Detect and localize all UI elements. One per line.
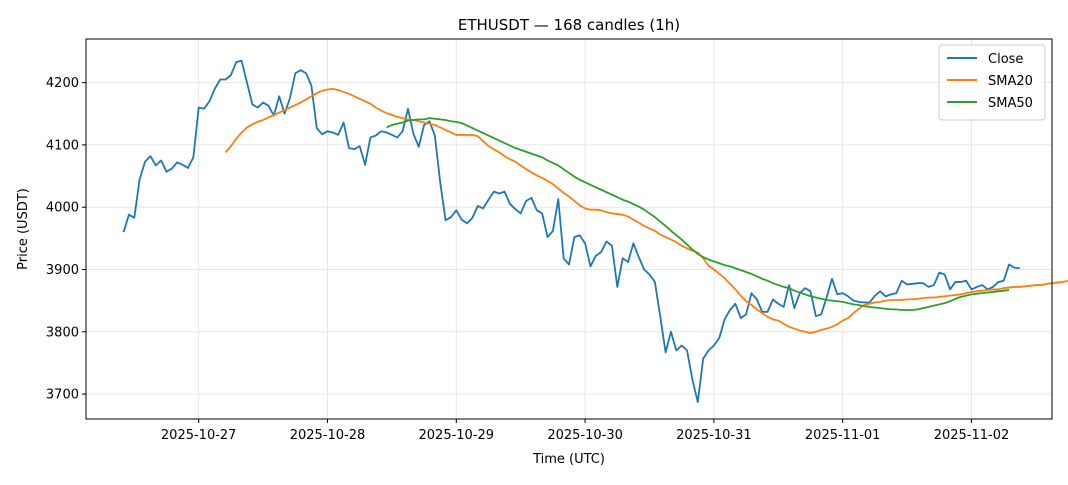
x-tick-label: 2025-10-31	[676, 428, 752, 443]
series-layer	[122, 59, 1068, 404]
y-tick-label: 3800	[46, 325, 79, 340]
y-tick-label: 4000	[46, 201, 79, 216]
series-line-sma50	[386, 117, 1010, 311]
x-axis: 2025-10-27 2025-10-28 2025-10-29 2025-10-30…	[161, 419, 1009, 443]
x-tick-label: 2025-11-02	[934, 428, 1010, 443]
series-line-sma20	[224, 87, 1068, 334]
y-tick-label: 3900	[46, 263, 79, 278]
y-tick-label: 4100	[46, 138, 79, 153]
x-tick-label: 2025-10-30	[547, 428, 623, 443]
chart-title: ETHUSDT — 168 candles (1h)	[458, 16, 680, 34]
x-tick-label: 2025-11-01	[805, 428, 881, 443]
legend-label-close: Close	[988, 52, 1023, 67]
legend: Close SMA20 SMA50	[938, 44, 1046, 121]
x-tick-label: 2025-10-27	[161, 428, 237, 443]
y-tick-label: 4200	[46, 76, 79, 91]
x-axis-label: Time (UTC)	[532, 452, 605, 467]
legend-label-sma20: SMA20	[988, 74, 1033, 89]
y-axis: 3700 3800 3900 4000 4100 4200	[46, 76, 86, 403]
x-tick-label: 2025-10-28	[290, 428, 366, 443]
series-line-close	[122, 59, 1020, 404]
y-tick-label: 3700	[46, 388, 79, 403]
x-tick-label: 2025-10-29	[419, 428, 495, 443]
y-axis-label: Price (USDT)	[16, 188, 31, 270]
plot-frame	[85, 38, 1053, 420]
legend-label-sma50: SMA50	[988, 96, 1033, 111]
